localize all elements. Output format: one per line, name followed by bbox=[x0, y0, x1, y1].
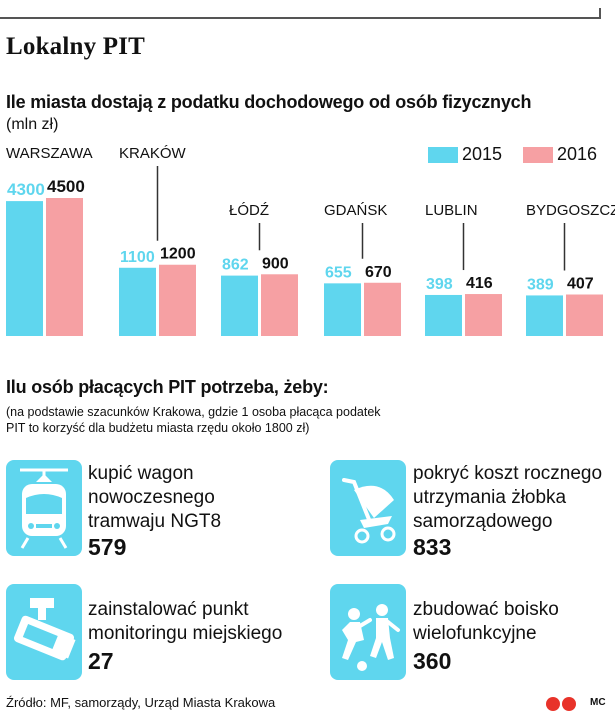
value-2016-krakow: 1200 bbox=[160, 246, 196, 263]
legend-swatch-2015 bbox=[428, 147, 458, 163]
bar-2015-odz bbox=[221, 275, 258, 336]
item-tram-text: kupić wagon nowoczesnego tramwaju NGT8 bbox=[88, 463, 222, 532]
value-2015-gdansk: 655 bbox=[325, 264, 352, 281]
stroller-icon bbox=[330, 460, 406, 556]
bar-2015-lublin bbox=[425, 294, 462, 336]
bar-2015-krakow bbox=[119, 267, 156, 336]
item-tram-value: 579 bbox=[88, 534, 127, 560]
page-title: Lokalny PIT bbox=[6, 33, 146, 60]
bar-2016-bydgoszcz bbox=[566, 294, 603, 336]
top-rule bbox=[0, 17, 600, 19]
football-players-icon bbox=[330, 584, 406, 680]
source-note: Źródło: MF, samorządy, Urząd Miasta Krak… bbox=[6, 695, 276, 710]
legend-label-2015: 2015 bbox=[462, 144, 503, 164]
publisher-logo-icon bbox=[546, 697, 560, 711]
item-cctv-text: zainstalować punkt monitoringu miejskieg… bbox=[88, 599, 283, 644]
tram-icon bbox=[6, 460, 82, 556]
bar-2015-gdansk bbox=[324, 283, 361, 336]
city-label-odz: ŁÓDŹ bbox=[229, 202, 269, 219]
value-2016-lublin: 416 bbox=[466, 275, 493, 292]
bar-chart: WARSZAWA 4300 4500 KRAKÓW 1100 1200 ŁÓDŹ 862 900… bbox=[6, 145, 615, 336]
bar-2016-krakow bbox=[159, 264, 196, 336]
bar-2016-odz bbox=[261, 274, 298, 336]
cctv-camera-icon bbox=[6, 584, 82, 680]
value-2015-bydgoszcz: 389 bbox=[527, 276, 554, 293]
bar-2016-lublin bbox=[465, 294, 502, 336]
note-line-2: PIT to korzyść dla budżetu miasta rzędu … bbox=[6, 421, 310, 435]
value-2016-odz: 900 bbox=[262, 255, 289, 272]
legend-label-2016: 2016 bbox=[557, 144, 598, 164]
value-2015-warszawa: 4300 bbox=[7, 180, 45, 199]
top-rule-tick bbox=[599, 8, 601, 19]
city-label-warszawa: WARSZAWA bbox=[6, 145, 93, 162]
author-initials: MC bbox=[590, 697, 606, 708]
item-pitch-text: zbudować boisko wielofunkcyjne bbox=[413, 599, 559, 644]
item-stroller-value: 833 bbox=[413, 534, 452, 560]
value-2016-gdansk: 670 bbox=[365, 264, 392, 281]
bar-2016-gdansk bbox=[364, 282, 401, 336]
publisher-logo-icon-part bbox=[562, 697, 576, 711]
value-2015-odz: 862 bbox=[222, 257, 249, 274]
section-title: Ilu osób płacących PIT potrzeba, żeby: bbox=[6, 377, 329, 397]
value-2015-lublin: 398 bbox=[426, 276, 453, 293]
legend-swatch-2016 bbox=[523, 147, 553, 163]
city-label-gdansk: GDAŃSK bbox=[324, 202, 387, 219]
value-2015-krakow: 1100 bbox=[120, 249, 155, 266]
city-label-krakow: KRAKÓW bbox=[119, 145, 187, 162]
chart-title: Ile miasta dostają z podatku dochodowego… bbox=[6, 92, 532, 112]
item-cctv-value: 27 bbox=[88, 648, 114, 674]
bar-2016-warszawa bbox=[46, 198, 83, 336]
value-2016-bydgoszcz: 407 bbox=[567, 275, 594, 292]
bar-2015-warszawa bbox=[6, 201, 43, 336]
item-stroller-text: pokryć koszt rocznego utrzymania żłobka … bbox=[413, 463, 603, 532]
chart-unit: (mln zł) bbox=[6, 116, 59, 133]
note-line-1: (na podstawie szacunków Krakowa, gdzie 1… bbox=[6, 405, 381, 419]
city-label-lublin: LUBLIN bbox=[425, 202, 478, 219]
bar-2015-bydgoszcz bbox=[526, 295, 563, 336]
item-pitch-value: 360 bbox=[413, 648, 452, 674]
value-2016-warszawa: 4500 bbox=[47, 177, 85, 196]
city-label-bydgoszcz: BYDGOSZCZ bbox=[526, 202, 615, 219]
